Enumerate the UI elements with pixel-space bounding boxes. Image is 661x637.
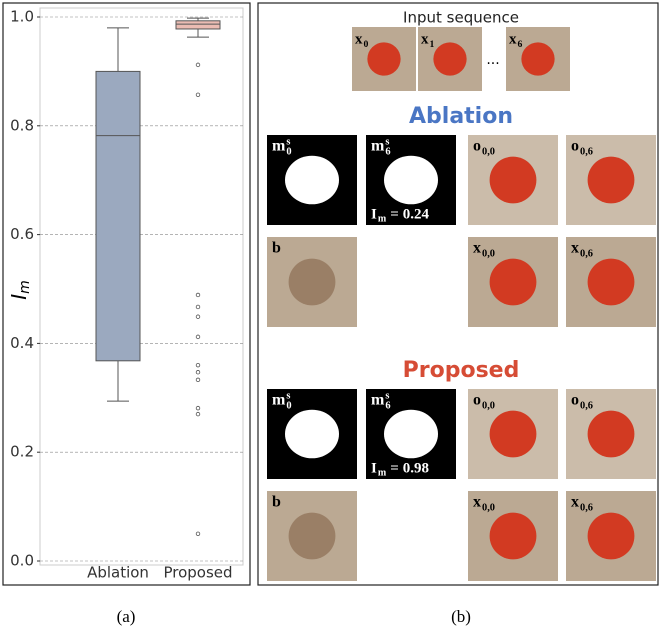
image-label: x (421, 31, 429, 47)
image-label-sub: 0,0 (482, 400, 495, 411)
tomato (489, 258, 537, 306)
outlier (195, 411, 201, 417)
images (267, 27, 656, 581)
tomato (521, 42, 555, 76)
image-label-sub: 6 (518, 39, 523, 50)
image-label: x (355, 31, 363, 47)
y-tick-label: 1.0 (10, 8, 34, 26)
tomato (587, 258, 635, 306)
mask-shape (285, 409, 339, 459)
y-tick-label: 0.4 (10, 334, 34, 352)
caption: (b) (451, 607, 471, 626)
image-label-sub: 6 (385, 146, 390, 157)
box (95, 70, 141, 362)
y-tick-label: 0.0 (10, 552, 34, 570)
image-label-sub: 0,0 (482, 248, 495, 259)
ellipsis: ... (486, 52, 499, 68)
y-axis-label: Im (7, 280, 34, 300)
outlier (195, 314, 201, 319)
mask-shape (384, 409, 438, 459)
mask-shape (384, 155, 438, 205)
image-label: o (571, 138, 579, 155)
score-subscript: m (378, 213, 387, 224)
panel-a-frame (2, 2, 251, 586)
mask-shape (285, 155, 339, 205)
tomato (489, 512, 537, 560)
section-title: Ablation (409, 104, 513, 129)
tomato (433, 42, 467, 76)
image-label: x (509, 31, 517, 47)
y-tick-label: 0.8 (10, 116, 34, 134)
image-label-sub: 0,6 (580, 502, 593, 513)
image-label-sup: s (385, 136, 389, 147)
outlier (195, 370, 201, 375)
image-label: x (473, 240, 481, 257)
tomato (367, 42, 401, 76)
image-label-sup: s (385, 390, 389, 401)
image-label-sub: 0,6 (580, 400, 593, 411)
image-label-sub: 0,0 (482, 502, 495, 513)
image-label: b (272, 494, 281, 511)
score-value: 0.24 (403, 206, 430, 222)
image-label-sub: 0 (286, 146, 291, 157)
tomato (587, 512, 635, 560)
image-label: x (571, 240, 579, 257)
image-label-sub: 0,6 (580, 146, 593, 157)
outlier (195, 377, 201, 383)
score-relation: = (390, 460, 399, 476)
image-label-sup: s (286, 390, 290, 401)
tomato (288, 512, 336, 560)
outlier (195, 62, 201, 68)
image-label: x (571, 494, 579, 511)
outlier (195, 92, 201, 97)
tomato (587, 156, 635, 204)
outlier (195, 531, 201, 536)
y-tick-label: 0.2 (10, 443, 34, 461)
y-axis-label-main: I (7, 294, 31, 300)
outlier (195, 405, 201, 411)
section-title: Proposed (403, 358, 520, 383)
image-label: m (371, 392, 385, 409)
input-title: Input sequence (403, 9, 519, 27)
tomato (587, 410, 635, 458)
image-label-sub: 0,6 (580, 248, 593, 259)
image-label-sub: 0,0 (482, 146, 495, 157)
image-label: o (473, 392, 481, 409)
x-tick-label: Proposed (163, 564, 232, 582)
outlier (195, 292, 201, 298)
plot-frame (39, 7, 244, 566)
image-label: b (272, 240, 281, 257)
outlier (195, 334, 201, 340)
outlier (195, 304, 201, 310)
score-subscript: m (378, 467, 387, 478)
image-label: x (473, 494, 481, 511)
tomato (489, 410, 537, 458)
tomato (489, 156, 537, 204)
image-label-sup: s (286, 136, 290, 147)
image-label-sub: 6 (385, 400, 390, 411)
y-tick-label: 0.6 (10, 225, 34, 243)
image-label: o (571, 392, 579, 409)
image-label: o (473, 138, 481, 155)
x-tick-label: Ablation (87, 564, 149, 582)
image-label-sub: 0 (364, 39, 369, 50)
outlier (195, 362, 201, 368)
score-relation: = (390, 206, 399, 222)
image-label: m (272, 138, 286, 155)
image-label-sub: 1 (430, 39, 435, 50)
panel-b-frame (257, 2, 659, 586)
y-axis-label-sub: m (17, 280, 33, 294)
box (175, 20, 221, 30)
score-value: 0.98 (403, 460, 429, 476)
image-label: m (371, 138, 385, 155)
score-symbol: I (371, 460, 377, 476)
image-label: m (272, 392, 286, 409)
image-label-sub: 0 (286, 400, 291, 411)
tomato (288, 258, 336, 306)
caption: (a) (117, 607, 136, 626)
score-symbol: I (371, 206, 377, 222)
